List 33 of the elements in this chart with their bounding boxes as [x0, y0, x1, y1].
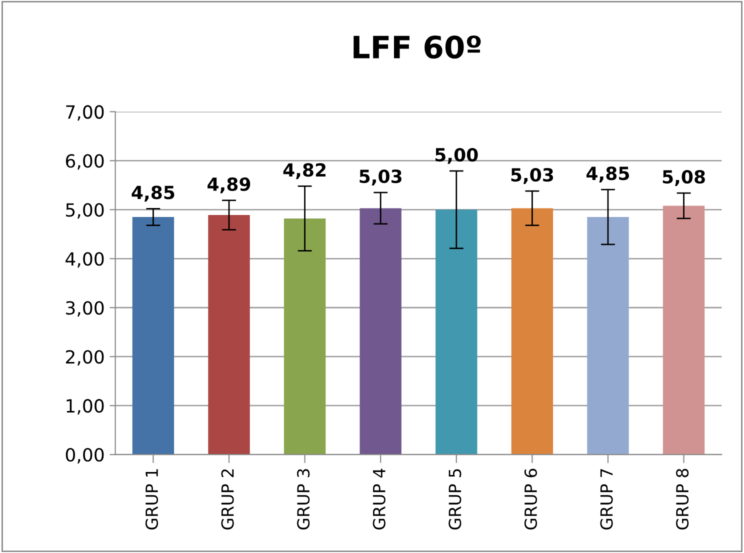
data-label: 4,89: [208, 177, 250, 194]
x-tick-label: GRUP 8: [676, 468, 689, 530]
bar: [208, 215, 250, 455]
y-tick-label: 7,00: [66, 105, 104, 121]
data-label: 5,08: [662, 170, 705, 186]
x-tick-label: GRUP 3: [297, 469, 310, 530]
x-tick-label: GRUP 7: [600, 469, 613, 530]
y-tick-label: 1,00: [66, 399, 104, 415]
data-label: 4,82: [283, 163, 326, 180]
chart-title: LFF 60º: [354, 36, 481, 59]
bar: [662, 206, 705, 455]
data-label: 4,85: [132, 186, 174, 202]
bar: [436, 210, 478, 455]
data-label: 4,85: [586, 166, 629, 183]
bar: [360, 208, 402, 455]
x-tick-label: GRUP 2: [221, 469, 234, 530]
x-tick-label: GRUP 4: [372, 468, 386, 530]
bar: [511, 208, 554, 455]
data-label: 5,00: [436, 148, 478, 164]
x-tick-label: GRUP 1: [145, 469, 158, 530]
y-tick-label: 6,00: [66, 154, 104, 170]
data-label: 5,03: [511, 168, 554, 184]
bar: [284, 218, 326, 455]
y-tick-label: 3,00: [66, 301, 104, 317]
x-tick-label: GRUP 5: [448, 469, 462, 530]
y-tick-label: 2,00: [66, 350, 104, 366]
y-tick-label: 5,00: [66, 203, 104, 219]
x-tick-label: GRUP 6: [524, 468, 538, 530]
data-label: 5,03: [360, 169, 402, 186]
bar: [132, 217, 174, 455]
y-tick-label: 4,00: [66, 252, 104, 268]
bar: [587, 217, 629, 455]
y-tick-label: 0,00: [66, 448, 104, 464]
